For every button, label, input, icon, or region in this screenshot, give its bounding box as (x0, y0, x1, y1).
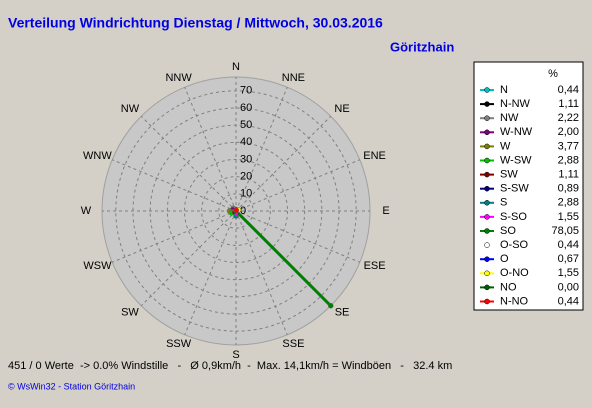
legend-label: N-NW (500, 98, 531, 110)
direction-label: S (232, 349, 239, 361)
legend-marker (484, 115, 490, 121)
legend-label: O-NO (500, 267, 529, 279)
direction-label: N (232, 61, 240, 73)
legend-value: 2,88 (558, 154, 579, 166)
legend-marker (484, 129, 490, 136)
r-tick-label: 50 (240, 119, 252, 131)
station-name: Göritzhain (390, 39, 454, 54)
legend-label: S (500, 197, 507, 209)
legend-value: 2,88 (558, 197, 579, 209)
direction-label: SW (121, 307, 139, 319)
r-tick-label: 0 (240, 205, 246, 217)
legend-value: 1,55 (558, 267, 579, 279)
legend-marker (484, 200, 490, 206)
legend-value: 1,55 (558, 211, 579, 223)
chart-title: Verteilung Windrichtung Dienstag / Mittw… (8, 15, 383, 31)
spoke (235, 115, 332, 212)
legend-value: 0,44 (558, 295, 579, 307)
legend-label: W-NW (500, 126, 533, 138)
footer: 451 / 0 Werte -> 0.0% Windstille - Ø 0,9… (8, 360, 452, 372)
direction-label: ENE (363, 150, 386, 162)
legend-marker (484, 270, 490, 277)
direction-label: SSE (282, 338, 304, 350)
legend-label: W (500, 140, 511, 152)
point (233, 207, 240, 214)
direction-label: NNE (282, 72, 305, 84)
direction-label: WSW (83, 260, 112, 272)
direction-label: NW (121, 103, 140, 115)
legend-marker (484, 256, 490, 262)
credit: © WsWin32 - Station Göritzhain (8, 381, 135, 391)
legend-marker (484, 242, 490, 248)
legend-marker (484, 214, 490, 220)
legend-value: 1,11 (558, 98, 579, 110)
spoke (235, 210, 288, 335)
legend-label: SW (500, 169, 518, 181)
legend-label: N (500, 84, 508, 96)
legend-value: 0,89 (558, 183, 579, 195)
direction-label: NNW (165, 72, 192, 84)
legend-marker (484, 87, 490, 93)
direction-label: SE (335, 307, 350, 319)
legend-value: 0,67 (558, 253, 579, 265)
grid-circle (183, 158, 289, 264)
legend-marker (484, 284, 490, 291)
spoke (112, 159, 237, 212)
legend-value: 3,77 (558, 140, 579, 152)
spoke (184, 210, 237, 335)
point (328, 303, 334, 309)
r-tick-label: 40 (240, 136, 252, 148)
legend-marker (484, 228, 490, 234)
direction-label: W (81, 205, 92, 217)
legend-marker (484, 101, 490, 107)
legend-marker (484, 171, 490, 178)
legend-marker (484, 185, 490, 192)
r-tick-label: 20 (240, 171, 252, 183)
legend-marker (484, 298, 490, 305)
r-tick-label: 60 (240, 102, 252, 114)
legend-label: O (500, 253, 509, 265)
legend-label: NO (500, 281, 517, 293)
ray (234, 209, 332, 307)
r-tick-label: 70 (240, 85, 252, 97)
direction-label: SSW (166, 338, 192, 350)
legend-marker (484, 157, 490, 164)
spoke (235, 210, 360, 263)
legend-label: N-NO (500, 295, 529, 307)
spoke (140, 115, 237, 212)
spoke (140, 210, 237, 307)
legend-value: 0,44 (558, 84, 579, 96)
legend-label: SO (500, 225, 516, 237)
legend-label: S-SW (500, 183, 529, 195)
legend-value: 0,00 (558, 281, 579, 293)
spoke (235, 87, 288, 212)
spoke (184, 87, 237, 212)
legend-marker (484, 143, 490, 150)
legend-value: 0,44 (558, 239, 579, 251)
legend-label: NW (500, 112, 519, 124)
legend-label: S-SO (500, 211, 527, 223)
spoke (235, 159, 360, 212)
legend-value: 1,11 (558, 169, 579, 181)
legend-label: W-SW (500, 154, 532, 166)
legend-value: 2,22 (558, 112, 579, 124)
legend-value: 2,00 (558, 126, 579, 138)
grid-circle (218, 193, 254, 229)
spoke (112, 210, 237, 263)
direction-label: E (382, 205, 389, 217)
legend-title: % (548, 68, 558, 80)
legend-label: O-SO (500, 239, 529, 251)
r-tick-label: 10 (240, 188, 252, 200)
direction-label: NE (334, 103, 349, 115)
legend-value: 78,05 (551, 225, 579, 237)
grid-circle (201, 176, 271, 246)
direction-label: WNW (83, 150, 112, 162)
r-tick-label: 30 (240, 153, 252, 165)
direction-label: ESE (364, 260, 386, 272)
